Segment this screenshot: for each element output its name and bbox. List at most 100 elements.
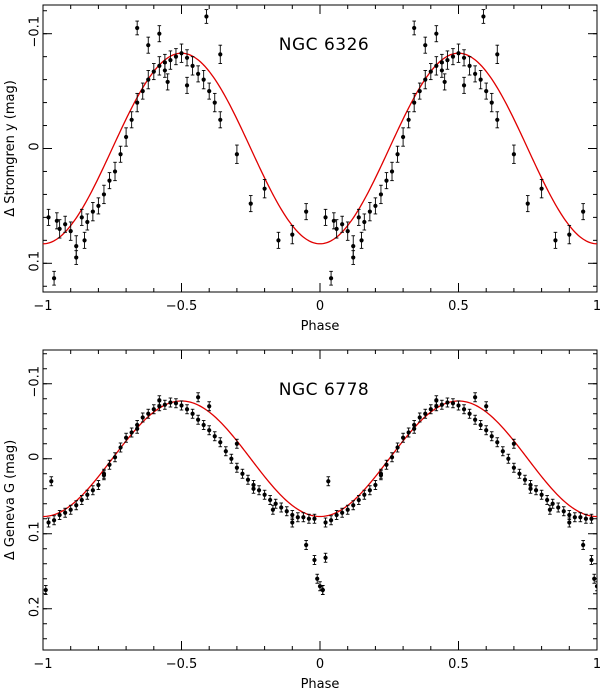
data-point	[450, 54, 456, 59]
data-point	[295, 515, 300, 520]
data-point	[234, 465, 239, 470]
data-point	[578, 515, 583, 520]
data-point	[112, 169, 118, 174]
data-point	[356, 497, 361, 503]
data-point	[456, 403, 461, 408]
data-point	[478, 422, 483, 428]
chart-title: NGC 6326	[279, 35, 369, 55]
data-point	[256, 488, 262, 493]
data-point	[351, 255, 356, 260]
data-point	[107, 178, 112, 183]
y-tick-label: 0.1	[28, 521, 43, 542]
data-point	[367, 209, 372, 214]
data-point	[461, 83, 467, 88]
data-point	[461, 55, 467, 60]
data-layer	[43, 392, 597, 595]
data-point	[378, 471, 384, 476]
data-point	[326, 479, 331, 484]
data-point	[545, 497, 550, 503]
data-point	[251, 486, 256, 491]
data-point	[151, 69, 156, 74]
chart-title: NGC 6778	[279, 380, 369, 400]
data-point	[511, 152, 516, 157]
data-point	[101, 192, 107, 197]
x-tick-label: 0	[316, 299, 324, 314]
data-point	[63, 222, 68, 227]
data-point	[594, 584, 597, 589]
data-point	[553, 238, 558, 243]
data-point	[378, 192, 384, 197]
data-point	[356, 215, 361, 220]
data-point	[489, 434, 494, 439]
data-point	[173, 401, 179, 406]
data-point	[417, 89, 422, 94]
data-point	[85, 219, 90, 225]
data-point	[157, 398, 162, 403]
data-point	[248, 201, 253, 206]
data-point	[395, 445, 400, 450]
data-point	[434, 398, 439, 403]
data-point	[43, 587, 48, 593]
data-point	[583, 516, 589, 521]
data-point	[304, 209, 309, 214]
data-point	[124, 435, 129, 440]
data-point	[46, 215, 51, 220]
data-point	[196, 395, 201, 400]
data-point	[556, 505, 561, 510]
data-point	[484, 428, 489, 433]
data-point	[589, 557, 594, 563]
data-point	[51, 276, 57, 281]
data-point	[351, 503, 356, 508]
data-point	[162, 68, 167, 73]
model-curve	[43, 52, 597, 245]
data-point	[51, 518, 57, 523]
data-point	[345, 229, 350, 234]
data-point	[284, 509, 289, 514]
data-point	[317, 584, 323, 589]
data-point	[506, 456, 511, 461]
data-point	[234, 152, 239, 157]
data-point	[124, 134, 129, 140]
data-point	[57, 226, 62, 231]
data-point	[218, 52, 223, 57]
data-point	[445, 58, 450, 63]
data-point	[539, 492, 544, 497]
data-point	[423, 411, 428, 416]
data-point	[204, 14, 209, 19]
data-point	[581, 542, 586, 548]
data-point	[384, 178, 389, 183]
data-point	[359, 238, 364, 243]
data-point	[495, 52, 500, 57]
data-point	[184, 407, 190, 412]
data-point	[362, 219, 367, 225]
y-tick-label: −0.1	[28, 366, 43, 398]
data-point	[129, 430, 134, 435]
data-point	[461, 407, 467, 412]
x-tick-label: 1	[593, 657, 600, 672]
data-point	[495, 117, 500, 122]
data-layer	[43, 9, 597, 286]
data-point	[561, 509, 566, 514]
data-point	[312, 516, 317, 521]
data-point	[57, 512, 62, 518]
data-point	[450, 401, 456, 406]
y-axis-label: Δ Geneva G (mag)	[3, 440, 18, 560]
data-point	[49, 479, 54, 484]
data-point	[473, 395, 478, 400]
y-tick-label: 0.2	[28, 596, 43, 617]
data-point	[592, 576, 597, 581]
data-point	[262, 492, 267, 497]
data-point	[173, 54, 179, 59]
data-point	[581, 209, 586, 214]
data-point	[428, 69, 433, 74]
data-point	[522, 477, 528, 482]
model-curve	[43, 400, 597, 518]
data-point	[74, 503, 79, 508]
data-point	[533, 488, 539, 493]
x-tick-label: −1	[33, 657, 52, 672]
data-point	[423, 77, 428, 82]
data-point	[140, 89, 145, 94]
data-point	[434, 404, 439, 409]
data-point	[190, 411, 195, 416]
